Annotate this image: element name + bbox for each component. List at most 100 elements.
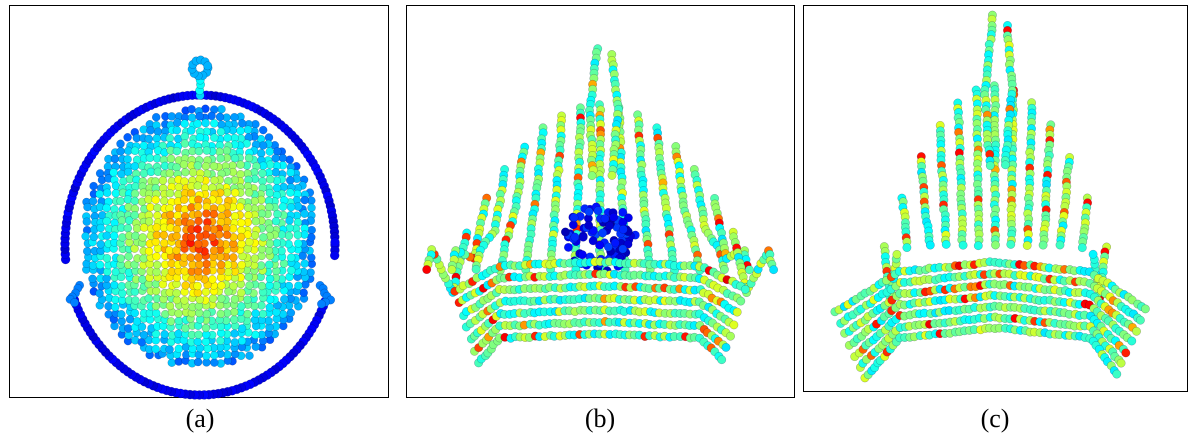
particle <box>202 162 210 170</box>
particle <box>265 203 273 211</box>
particle <box>194 162 202 170</box>
particle <box>83 247 91 255</box>
particle <box>585 221 593 229</box>
particle <box>189 168 197 176</box>
particle <box>237 289 245 297</box>
particle <box>237 233 245 241</box>
particle <box>153 252 161 260</box>
particle <box>145 196 153 204</box>
particle <box>161 330 169 338</box>
particle <box>203 267 211 275</box>
particle <box>194 240 202 248</box>
particle <box>266 303 274 311</box>
particle <box>266 239 274 247</box>
particle <box>251 231 259 239</box>
particle <box>138 338 146 346</box>
particle <box>317 300 325 308</box>
particle <box>154 204 162 212</box>
particle <box>203 260 211 268</box>
particle <box>196 112 204 120</box>
particle <box>217 295 225 303</box>
particle <box>266 275 274 283</box>
particle <box>195 217 203 225</box>
particle <box>180 196 188 204</box>
particle <box>223 351 231 359</box>
particle <box>216 337 224 345</box>
particle <box>210 351 218 359</box>
particle <box>718 356 726 364</box>
particle <box>89 197 97 205</box>
particle <box>152 287 160 295</box>
particle <box>70 298 78 306</box>
particle <box>203 147 211 155</box>
particle <box>244 310 252 318</box>
particle <box>96 190 104 198</box>
particle <box>259 126 267 134</box>
particle <box>570 213 578 221</box>
particle <box>893 250 901 258</box>
particle <box>167 317 175 325</box>
particle <box>202 338 210 346</box>
particle <box>561 228 569 236</box>
particle <box>112 189 120 197</box>
particle <box>194 182 202 190</box>
particle <box>166 189 174 197</box>
particle <box>266 148 274 156</box>
particle <box>195 253 203 261</box>
particle <box>181 140 189 148</box>
particle <box>146 203 154 211</box>
particle <box>266 225 274 233</box>
particle <box>146 154 154 162</box>
particle <box>423 265 431 273</box>
particle <box>175 183 183 191</box>
particle <box>599 229 607 237</box>
particle <box>218 105 226 113</box>
particle <box>244 126 252 134</box>
particle <box>90 182 98 190</box>
particle <box>229 253 237 261</box>
particle <box>579 233 587 241</box>
particle <box>131 211 139 219</box>
particle <box>110 281 118 289</box>
particle <box>246 281 254 289</box>
particle <box>124 196 132 204</box>
panel-c-label: (c) <box>981 404 1010 433</box>
particle <box>187 127 195 135</box>
particle <box>175 345 183 353</box>
particle <box>174 211 182 219</box>
particle <box>605 222 613 230</box>
particle <box>152 302 160 310</box>
particle <box>238 119 246 127</box>
particle <box>243 296 251 304</box>
particle <box>168 112 176 120</box>
particle <box>265 261 273 269</box>
particle <box>265 246 273 254</box>
particle <box>216 113 224 121</box>
particle <box>117 147 125 155</box>
particle <box>294 203 302 211</box>
particle <box>125 252 133 260</box>
particle <box>82 232 90 240</box>
particle <box>231 154 239 162</box>
particle <box>245 154 253 162</box>
particle <box>90 233 98 241</box>
particle <box>287 254 295 262</box>
particle <box>229 282 237 290</box>
particle <box>237 127 245 135</box>
particle <box>167 155 175 163</box>
particle <box>244 204 252 212</box>
particle <box>117 140 125 148</box>
particle <box>588 172 596 180</box>
particle <box>986 161 994 169</box>
particle <box>160 197 168 205</box>
particle <box>741 285 749 293</box>
particle <box>132 183 140 191</box>
particle <box>217 154 225 162</box>
particle <box>1132 327 1140 335</box>
particle <box>231 295 239 303</box>
particle <box>286 176 294 184</box>
particle <box>217 204 225 212</box>
particle <box>230 330 238 338</box>
particle <box>175 310 183 318</box>
particle <box>152 345 160 353</box>
